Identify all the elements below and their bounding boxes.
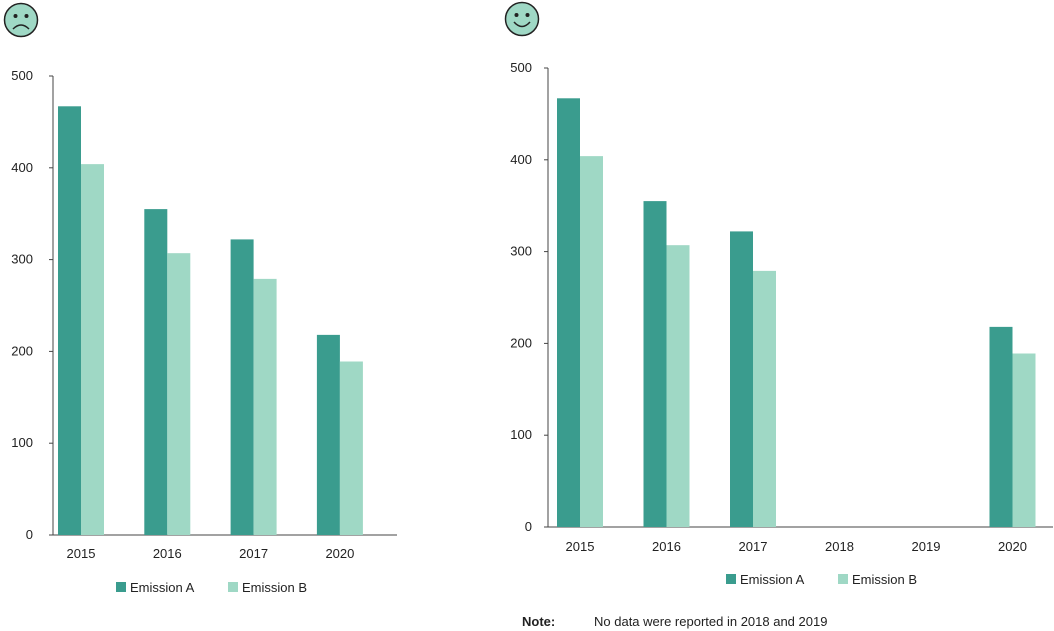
y-tick-label: 0: [26, 527, 33, 542]
bar-emission-a-2020: [989, 326, 1013, 527]
x-tick-label: 2018: [825, 539, 854, 554]
bar-emission-a-2017: [730, 231, 753, 528]
y-tick-label: 100: [510, 427, 532, 442]
legend-label-b: Emission B: [852, 572, 917, 587]
bar-emission-b-2017: [253, 278, 277, 535]
happy-face-icon: [504, 1, 540, 37]
x-tick-label: 2017: [739, 539, 768, 554]
bar-emission-b-2016: [167, 253, 191, 535]
x-tick-label: 2016: [652, 539, 681, 554]
bar-emission-a-2016: [643, 201, 667, 528]
sad-face-right-eye: [24, 14, 29, 18]
y-tick-label: 400: [510, 152, 532, 167]
x-tick-label: 2015: [566, 539, 595, 554]
sad-face-left-eye: [13, 14, 18, 18]
x-tick-label: 2015: [67, 546, 96, 561]
bar-emission-b-2017: [753, 270, 776, 527]
x-tick-label: 2016: [153, 546, 182, 561]
sad-face-head: [3, 2, 39, 38]
left-bar-chart: 0 100 200 300 400 500 2015 2016 2017 2020 Emission…: [11, 68, 397, 595]
legend-swatch-a: [116, 582, 126, 592]
legend-label-a: Emission A: [740, 572, 805, 587]
bar-emission-a-2017: [230, 239, 254, 536]
x-tick-label: 2017: [239, 546, 268, 561]
happy-face-head: [504, 1, 540, 37]
y-tick-label: 200: [11, 343, 33, 358]
y-tick-label: 300: [11, 252, 33, 267]
y-tick-label: 0: [525, 519, 532, 534]
bar-emission-a-2020: [316, 334, 340, 535]
y-tick-label: 100: [11, 435, 33, 450]
happy-face-left-eye: [514, 13, 519, 17]
footnote: Note: No data were reported in 2018 and 2…: [522, 614, 827, 629]
bar-emission-b-2016: [666, 245, 690, 527]
y-tick-label: 300: [510, 244, 532, 259]
y-tick-label: 200: [510, 335, 532, 350]
x-tick-label: 2019: [912, 539, 941, 554]
bar-emission-a-2016: [144, 209, 168, 536]
sad-face-mouth: [12, 24, 30, 30]
bar-emission-b-2020: [1012, 353, 1036, 527]
x-tick-label: 2020: [998, 539, 1027, 554]
legend-swatch-a: [726, 574, 736, 584]
bar-emission-a-2015: [58, 106, 81, 535]
bar-emission-b-2015: [81, 164, 104, 536]
y-tick-label: 500: [11, 68, 33, 83]
sad-face-icon: [3, 2, 39, 38]
right-bar-chart: 0 100 200 300 400 500 2015 2016 2017 2018 2019 2020…: [510, 60, 1053, 587]
legend-label-a: Emission A: [130, 580, 195, 595]
legend-swatch-b: [228, 582, 238, 592]
bar-emission-b-2015: [580, 156, 603, 528]
legend-label-b: Emission B: [242, 580, 307, 595]
bar-emission-b-2020: [339, 361, 363, 535]
note-text: No data were reported in 2018 and 2019: [594, 614, 828, 629]
y-tick-label: 500: [510, 60, 532, 75]
bar-emission-a-2015: [557, 98, 580, 527]
legend-swatch-b: [838, 574, 848, 584]
y-tick-label: 400: [11, 160, 33, 175]
note-label: Note:: [522, 614, 556, 629]
happy-face-mouth: [513, 21, 531, 28]
x-tick-label: 2020: [325, 546, 354, 561]
happy-face-right-eye: [525, 13, 530, 17]
